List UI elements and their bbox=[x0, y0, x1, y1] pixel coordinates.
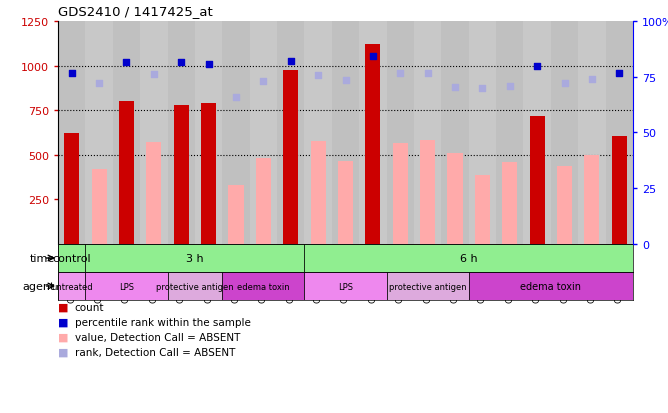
Text: ■: ■ bbox=[58, 317, 69, 327]
Bar bbox=[58, 22, 86, 244]
Text: 6 h: 6 h bbox=[460, 254, 478, 263]
Point bbox=[587, 77, 597, 83]
Text: protective antigen: protective antigen bbox=[156, 282, 234, 291]
Bar bbox=[222, 22, 250, 244]
Text: ■: ■ bbox=[58, 347, 69, 357]
Bar bbox=[92, 170, 107, 244]
Bar bbox=[311, 141, 325, 244]
Bar bbox=[146, 143, 162, 244]
Bar bbox=[168, 272, 222, 300]
Point bbox=[532, 63, 542, 70]
Point bbox=[258, 78, 269, 85]
Bar bbox=[475, 176, 490, 244]
Point bbox=[313, 73, 323, 79]
Text: rank, Detection Call = ABSENT: rank, Detection Call = ABSENT bbox=[75, 347, 235, 357]
Bar bbox=[174, 106, 189, 244]
Text: percentile rank within the sample: percentile rank within the sample bbox=[75, 317, 250, 327]
Bar bbox=[113, 22, 140, 244]
Point bbox=[340, 78, 351, 84]
Bar bbox=[502, 163, 517, 244]
Bar bbox=[606, 22, 633, 244]
Bar bbox=[86, 272, 168, 300]
Bar bbox=[524, 22, 551, 244]
Bar bbox=[584, 155, 599, 244]
Bar bbox=[277, 22, 305, 244]
Text: ■: ■ bbox=[58, 332, 69, 342]
Bar bbox=[332, 22, 359, 244]
Bar bbox=[612, 137, 627, 244]
Bar bbox=[64, 134, 79, 244]
Text: edema toxin: edema toxin bbox=[237, 282, 290, 291]
Point bbox=[121, 60, 132, 66]
Text: agent: agent bbox=[23, 281, 55, 291]
Bar bbox=[448, 154, 462, 244]
Bar bbox=[469, 22, 496, 244]
Text: LPS: LPS bbox=[119, 282, 134, 291]
Bar bbox=[222, 272, 305, 300]
Bar bbox=[140, 22, 168, 244]
Bar bbox=[387, 272, 469, 300]
Point bbox=[477, 85, 488, 92]
Point bbox=[148, 72, 159, 78]
Bar bbox=[228, 186, 244, 244]
Bar bbox=[201, 104, 216, 244]
Bar bbox=[256, 159, 271, 244]
Bar bbox=[442, 22, 469, 244]
Bar bbox=[58, 272, 86, 300]
Bar bbox=[393, 144, 407, 244]
Bar bbox=[168, 22, 195, 244]
Bar bbox=[305, 22, 332, 244]
Bar bbox=[557, 167, 572, 244]
Bar bbox=[338, 161, 353, 244]
Bar bbox=[420, 140, 435, 244]
Bar bbox=[305, 272, 387, 300]
Text: LPS: LPS bbox=[338, 282, 353, 291]
Bar bbox=[365, 45, 380, 244]
Point bbox=[285, 58, 296, 65]
Text: control: control bbox=[52, 254, 91, 263]
Text: time: time bbox=[30, 254, 55, 263]
Point bbox=[614, 70, 625, 77]
Bar bbox=[283, 71, 299, 244]
Point bbox=[66, 71, 77, 78]
Point bbox=[504, 83, 515, 90]
Point bbox=[94, 81, 104, 88]
Text: value, Detection Call = ABSENT: value, Detection Call = ABSENT bbox=[75, 332, 240, 342]
Text: edema toxin: edema toxin bbox=[520, 281, 581, 291]
Bar bbox=[86, 22, 113, 244]
Bar bbox=[530, 117, 544, 244]
Bar bbox=[496, 22, 524, 244]
Bar bbox=[578, 22, 606, 244]
Text: protective antigen: protective antigen bbox=[389, 282, 466, 291]
Point bbox=[450, 84, 460, 91]
Point bbox=[176, 60, 186, 66]
Bar bbox=[387, 22, 414, 244]
Text: GDS2410 / 1417425_at: GDS2410 / 1417425_at bbox=[58, 5, 212, 18]
Bar bbox=[250, 22, 277, 244]
Bar bbox=[469, 272, 633, 300]
Bar bbox=[86, 244, 305, 272]
Point bbox=[203, 62, 214, 68]
Bar bbox=[58, 244, 86, 272]
Bar bbox=[305, 244, 633, 272]
Text: 3 h: 3 h bbox=[186, 254, 204, 263]
Text: ■: ■ bbox=[58, 302, 69, 312]
Point bbox=[230, 94, 241, 101]
Text: untreated: untreated bbox=[51, 282, 92, 291]
Text: count: count bbox=[75, 302, 104, 312]
Point bbox=[559, 81, 570, 88]
Bar bbox=[195, 22, 222, 244]
Bar bbox=[359, 22, 387, 244]
Bar bbox=[119, 102, 134, 244]
Bar bbox=[414, 22, 442, 244]
Point bbox=[395, 71, 405, 78]
Bar bbox=[551, 22, 578, 244]
Point bbox=[367, 53, 378, 60]
Point bbox=[422, 71, 433, 78]
